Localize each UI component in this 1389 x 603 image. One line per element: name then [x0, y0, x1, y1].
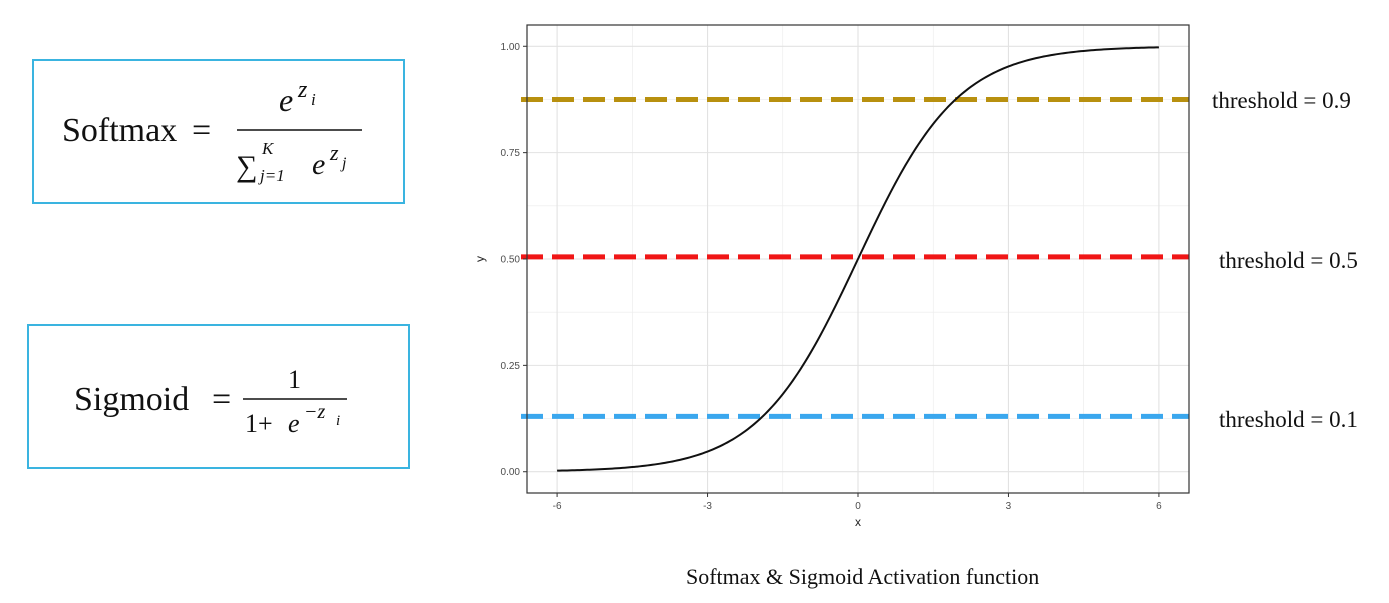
softmax-numerator-base: e: [279, 82, 293, 118]
sigmoid-formula-box: Sigmoid = 1 1+ e −z i: [27, 324, 410, 469]
softmax-sum-upper: K: [261, 139, 275, 158]
sigmoid-denominator-prefix: 1+: [245, 409, 273, 438]
sigmoid-numerator: 1: [288, 365, 301, 394]
x-tick-label: -6: [553, 501, 562, 512]
softmax-sum-lower: j=1: [258, 166, 285, 185]
x-tick-label: 3: [1006, 501, 1012, 512]
softmax-numerator-exp: z: [297, 77, 308, 103]
x-axis-label: x: [855, 515, 861, 529]
threshold-label-high: threshold = 0.9: [1212, 88, 1351, 113]
softmax-name: Softmax: [62, 112, 177, 149]
softmax-denominator-exp-sub: j: [340, 155, 347, 172]
sigmoid-denominator-base: e: [288, 409, 300, 438]
threshold-lines: [521, 96, 1189, 419]
softmax-formula-box: Softmax = e z i ∑ K j=1 e z j: [32, 59, 405, 204]
softmax-denominator-exp: z: [329, 140, 339, 165]
threshold-label-low: threshold = 0.1: [1219, 407, 1358, 432]
sigmoid-equals: =: [212, 381, 231, 418]
sigmoid-chart: -6 -3 0 3 6 0.00 0.25 0.50 0.75 1.00 x y: [473, 24, 1190, 529]
sigmoid-curve: [557, 46, 1159, 472]
sigmoid-name: Sigmoid: [74, 381, 189, 418]
y-tick-label: 0.50: [501, 255, 521, 266]
threshold-label-mid: threshold = 0.5: [1219, 248, 1358, 273]
y-tick-label: 0.25: [501, 361, 521, 372]
sigmoid-formula: Sigmoid = 1 1+ e −z i: [74, 365, 347, 438]
softmax-formula: Softmax = e z i ∑ K j=1 e z j: [62, 77, 362, 185]
y-tick-label: 0.75: [501, 148, 521, 159]
softmax-numerator-exp-sub: i: [311, 90, 316, 109]
softmax-equals: =: [192, 112, 211, 149]
sigmoid-denominator-exp: −z: [304, 401, 325, 423]
y-axis-label: y: [473, 256, 487, 262]
axis-ticks: -6 -3 0 3 6 0.00 0.25 0.50 0.75 1.00: [501, 42, 1163, 512]
y-tick-label: 0.00: [501, 467, 521, 478]
figure-caption: Softmax & Sigmoid Activation function: [686, 564, 1040, 589]
softmax-denominator-base: e: [312, 148, 325, 181]
x-tick-label: 6: [1156, 501, 1162, 512]
x-tick-label: 0: [855, 501, 861, 512]
x-tick-label: -3: [703, 501, 712, 512]
y-tick-label: 1.00: [501, 42, 521, 53]
softmax-sum-symbol: ∑: [236, 150, 257, 183]
sigmoid-denominator-exp-sub: i: [336, 413, 340, 429]
